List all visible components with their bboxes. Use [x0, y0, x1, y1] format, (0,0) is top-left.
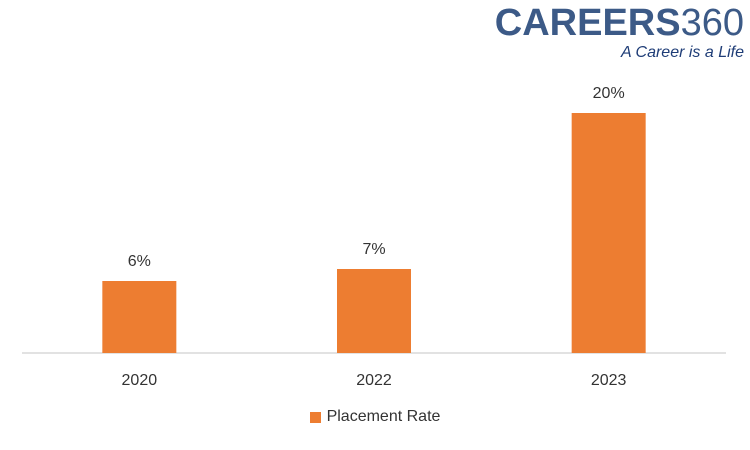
bar-2020: [102, 281, 177, 353]
logo-360-text: 360: [680, 2, 744, 44]
bar-chart-plot: 6% 2020 7% 2022 20% 2023: [22, 85, 726, 389]
data-label-2023: 20%: [593, 85, 625, 102]
data-label-2022: 7%: [362, 241, 385, 258]
x-tick-label-2022: 2022: [356, 372, 392, 389]
x-tick-label-2020: 2020: [122, 372, 158, 389]
legend-label: Placement Rate: [326, 408, 441, 425]
data-label-2020: 6%: [128, 253, 151, 270]
legend-swatch: [309, 411, 321, 423]
logo-wordmark: CAREERS360: [495, 4, 744, 42]
logo-tagline: A Career is a Life: [620, 44, 744, 61]
chart-legend: Placement Rate: [0, 408, 750, 426]
bar-2023: [571, 113, 646, 353]
careers360-logo: CAREERS360 A Career is a Life: [495, 4, 744, 62]
x-tick-label-2023: 2023: [591, 372, 627, 389]
bar-2022: [337, 269, 411, 353]
logo-careers-text: CAREERS: [494, 2, 681, 44]
